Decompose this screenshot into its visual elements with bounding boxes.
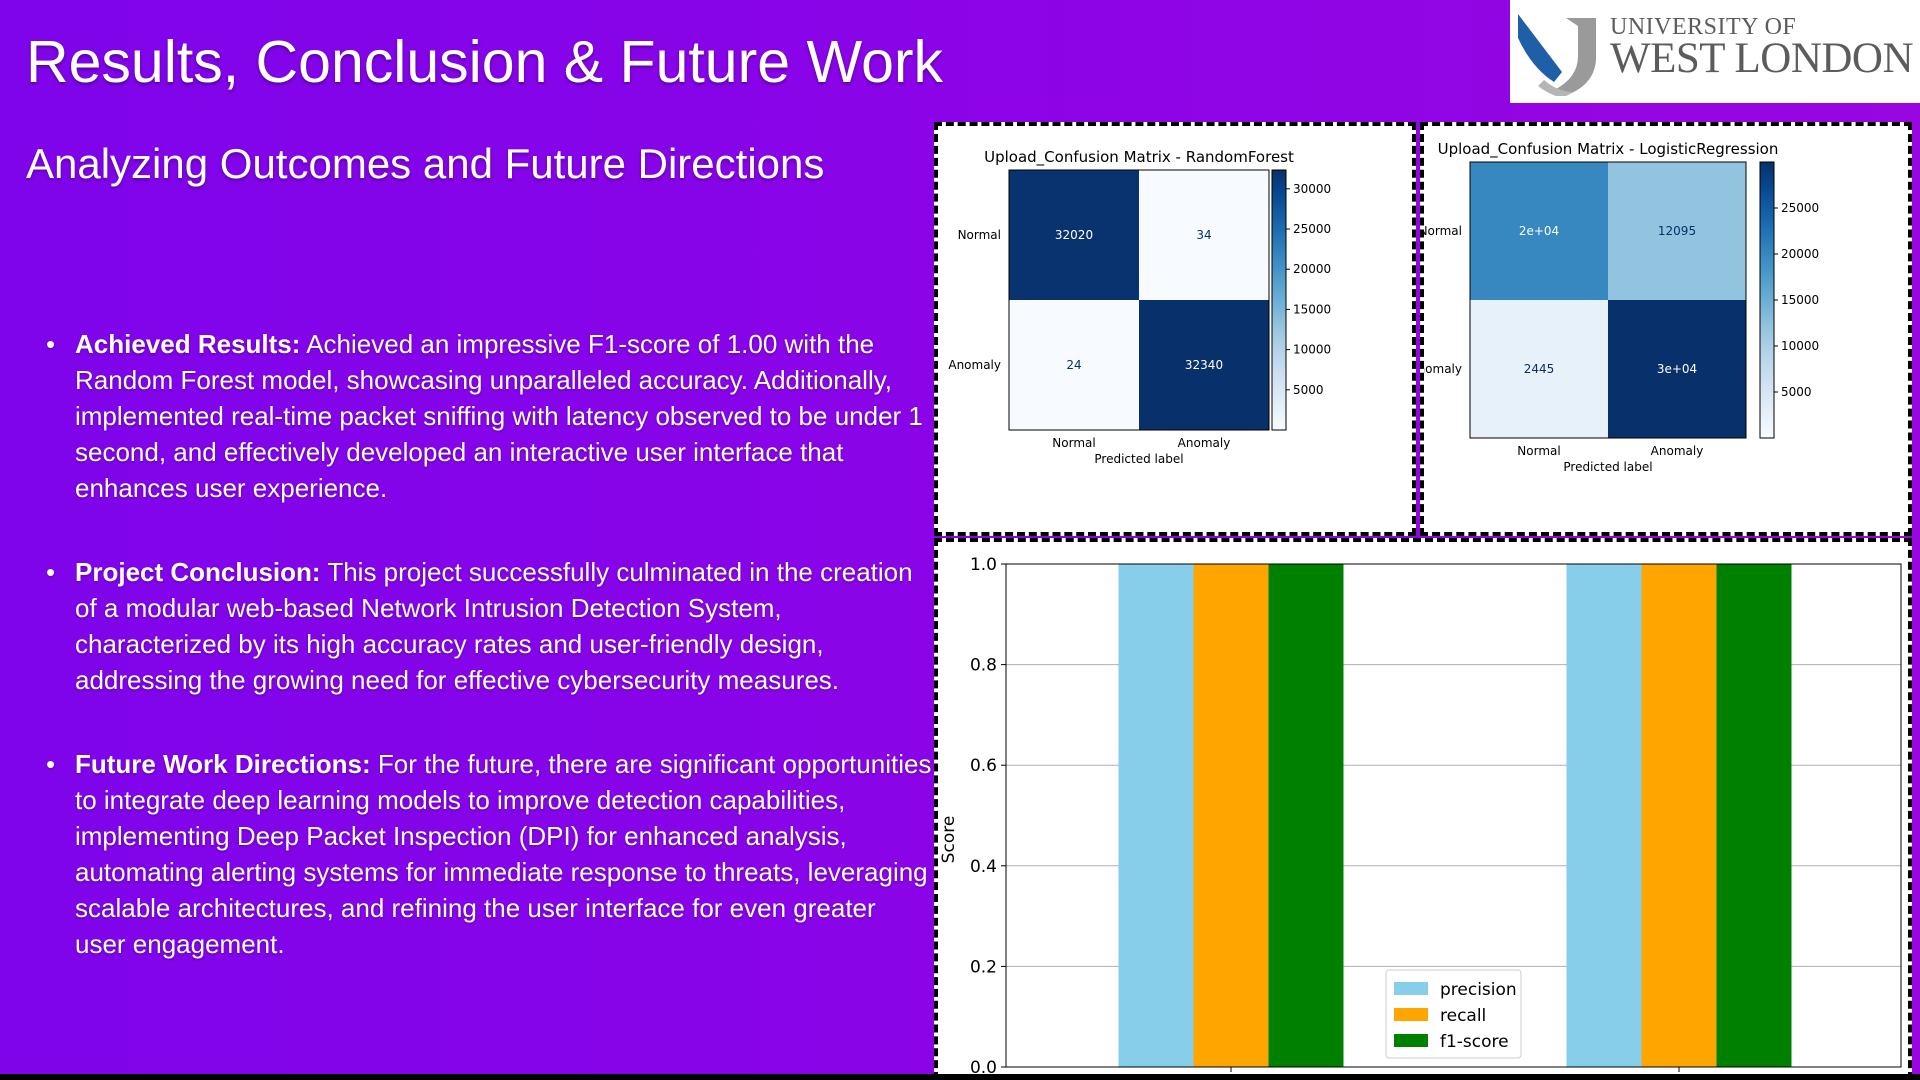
bar-recall [1641,564,1717,1067]
y-tick-label: Normal [958,228,1001,242]
cell-label: 2445 [1524,362,1555,376]
colorbar-tick-label: 15000 [1781,293,1819,307]
x-axis-label: Predicted label [1563,460,1652,474]
y-tick-label: Normal [1424,224,1462,238]
matrix-cell [1009,300,1139,430]
colorbar-tick-label: 20000 [1293,262,1331,276]
bullet-item-future-work: • Future Work Directions: For the future… [42,746,932,962]
matrix-cell [1608,300,1746,438]
matrix-cell [1470,300,1608,438]
confusion-matrix-logisticregression-panel: Upload_Confusion Matrix - LogisticRegres… [1420,122,1912,536]
cell-label: 32340 [1185,358,1223,372]
cell-label: 12095 [1658,224,1696,238]
y-tick-label: 0.2 [970,957,997,977]
bullet-heading: Project Conclusion: [75,557,321,587]
plot-frame [1005,563,1902,1068]
colorbar-tick-label: 25000 [1293,222,1331,236]
bullet-item-results: • Achieved Results: Achieved an impressi… [42,326,932,506]
colorbar-tick-label: 30000 [1293,182,1331,196]
colorbar-tick-label: 5000 [1293,383,1324,397]
y-tick-label: 0.4 [970,857,997,877]
x-tick-label: Anomaly [1178,436,1231,450]
bullet-dot: • [46,749,56,779]
legend-swatch [1394,1008,1428,1021]
y-tick-label: 0.0 [970,1058,997,1078]
x-tick-label: Anomaly [1651,444,1704,458]
bullet-list: • Achieved Results: Achieved an impressi… [42,326,932,1010]
logo-line-2: WEST LONDON [1610,35,1914,82]
y-tick-label: Anomaly [1424,362,1462,376]
colorbar-tick-label: 15000 [1293,302,1331,316]
logo-line-1: UNIVERSITY OF [1610,14,1797,40]
x-tick-label: Normal [1517,444,1560,458]
cell-label: 3e+04 [1657,362,1697,376]
x-tick-label: Normal [1052,436,1095,450]
legend-label: f1-score [1440,1032,1509,1052]
legend-label: precision [1440,980,1517,1000]
bar-f1-score [1268,564,1344,1067]
bullet-text: Achieved an impressive F1-score of 1.00 … [75,329,923,503]
bar-f1-score [1716,564,1792,1067]
matrix-cell [1009,170,1139,300]
metrics-bar-chart: 0.0 0.2 0.4 0.6 0.8 1.0 Score precision recall f1… [939,555,1902,1078]
legend-label: recall [1440,1006,1486,1026]
cell-label: 2e+04 [1519,224,1559,238]
legend-swatch [1394,1034,1428,1047]
chart-title: Upload_Confusion Matrix - LogisticRegres… [1438,140,1779,159]
bullet-dot: • [46,329,56,359]
bullet-item-conclusion: • Project Conclusion: This project succe… [42,554,932,698]
colorbar-tick-label: 20000 [1781,247,1819,261]
bottom-bar [0,1074,1920,1080]
cell-label: 24 [1066,358,1081,372]
bullet-dot: • [46,557,56,587]
matrix-cell [1139,300,1269,430]
slide-subtitle: Analyzing Outcomes and Future Directions [26,140,825,187]
matrix-frame [1008,169,1270,431]
bullet-heading: Achieved Results: [75,329,301,359]
colorbar-tick-label: 5000 [1781,385,1812,399]
y-tick-label: 0.8 [970,656,997,676]
y-axis-label: Score [939,816,959,864]
colorbar-tick-label: 10000 [1293,343,1331,357]
bullet-text: For the future, there are significant op… [75,749,932,959]
logo-emblem-icon [1518,14,1596,96]
colorbar-tick-label: 10000 [1781,339,1819,353]
bar-recall [1193,564,1269,1067]
matrix-cell [1139,170,1269,300]
colorbar [1759,161,1775,439]
confusion-matrix-randomforest-chart: Upload_Confusion Matrix - RandomForest 32… [948,148,1331,466]
university-logo: UNIVERSITY OF WEST LONDON [1510,0,1920,103]
bar-precision [1566,564,1642,1067]
legend-swatch [1394,982,1428,995]
metrics-bar-chart-panel: 0.0 0.2 0.4 0.6 0.8 1.0 Score precision recall f1… [934,538,1912,1080]
y-tick-label: Anomaly [948,358,1001,372]
cell-label: 34 [1196,228,1211,242]
y-tick-label: 0.6 [970,756,997,776]
slide-title: Results, Conclusion & Future Work [26,29,944,95]
colorbar [1271,169,1287,431]
cell-label: 32020 [1055,228,1093,242]
matrix-frame [1469,161,1747,439]
confusion-matrix-randomforest-panel: Upload_Confusion Matrix - RandomForest 32… [934,122,1416,536]
x-axis-label: Predicted label [1094,452,1183,466]
chart-title: Upload_Confusion Matrix - RandomForest [984,148,1294,167]
bar-precision [1118,564,1194,1067]
colorbar-tick-label: 25000 [1781,201,1819,215]
bullet-heading: Future Work Directions: [75,749,371,779]
y-tick-label: 1.0 [970,555,997,575]
matrix-cell [1608,162,1746,300]
matrix-cell [1470,162,1608,300]
bullet-text: This project successfully culminated in … [75,557,913,695]
confusion-matrix-logisticregression-chart: Upload_Confusion Matrix - LogisticRegres… [1424,140,1819,474]
